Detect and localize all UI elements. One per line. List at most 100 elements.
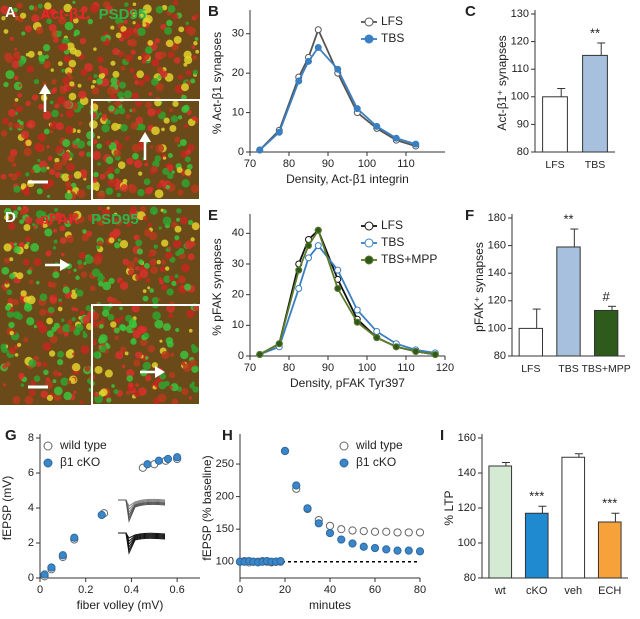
image-dot <box>63 3 72 13</box>
image-dot <box>46 166 50 170</box>
inset-traces <box>118 498 166 555</box>
image-dot <box>37 158 41 162</box>
image-dot <box>13 311 21 319</box>
image-dot <box>8 321 15 329</box>
image-dot <box>36 188 43 195</box>
image-dot <box>65 180 72 187</box>
image-dot <box>166 19 173 27</box>
image-dot <box>97 275 105 283</box>
image-dot <box>32 94 39 101</box>
image-dot <box>4 304 12 311</box>
y-tick-label: 20 <box>232 67 244 79</box>
data-point <box>47 563 56 572</box>
arrow-head <box>155 366 165 378</box>
image-dot <box>181 94 187 101</box>
image-dot <box>51 79 57 85</box>
image-dot <box>155 108 162 115</box>
image-dot <box>33 375 41 382</box>
image-dot <box>160 23 167 30</box>
image-dot <box>62 152 71 161</box>
image-dot <box>70 292 78 300</box>
x-tick-label: wt <box>494 585 506 597</box>
image-dot <box>84 255 94 264</box>
image-dot <box>171 280 177 287</box>
image-dot <box>85 305 92 311</box>
image-dot <box>66 42 75 51</box>
image-dot <box>156 259 161 265</box>
image-dot <box>187 253 195 261</box>
trace <box>118 532 166 555</box>
image-dot <box>44 2 52 10</box>
image-dot <box>180 350 189 360</box>
image-dot <box>149 261 154 266</box>
image-dot <box>14 75 19 81</box>
image-dot <box>192 386 199 393</box>
image-dot <box>131 12 137 18</box>
image-dot <box>108 142 117 151</box>
image-dot <box>50 68 54 72</box>
image-dot <box>93 171 99 178</box>
image-dot <box>181 179 190 188</box>
image-dot <box>66 72 72 78</box>
image-dot <box>84 365 91 372</box>
data-point <box>256 146 264 154</box>
image-dot <box>130 49 136 55</box>
image-dot <box>74 49 82 57</box>
image-dot <box>120 19 124 23</box>
image-dot <box>38 54 46 62</box>
image-dot <box>50 30 59 39</box>
image-dot <box>175 280 180 284</box>
image-dot <box>125 27 134 37</box>
x-tick-label: 0 <box>37 584 43 596</box>
image-dot <box>91 87 100 95</box>
image-dot <box>32 223 36 227</box>
x-tick-label: LFS <box>521 363 540 375</box>
data-point <box>305 254 312 262</box>
image-dot <box>93 74 98 79</box>
image-dot <box>113 389 119 395</box>
image-dot <box>115 32 122 39</box>
image-dot <box>114 99 122 107</box>
image-dot <box>110 77 118 85</box>
image-dot <box>61 173 70 182</box>
image-dot <box>161 239 169 247</box>
image-dot <box>142 23 147 28</box>
data-point <box>292 481 301 490</box>
legend-label: TBS <box>381 235 404 249</box>
image-dot <box>20 290 27 297</box>
arrow-head <box>39 84 51 94</box>
image-dot <box>139 338 148 347</box>
trace <box>118 532 166 546</box>
image-dot <box>147 286 151 290</box>
image-dot <box>165 184 171 190</box>
image-dot <box>172 0 179 6</box>
image-dot <box>95 352 100 357</box>
image-dot <box>76 140 86 149</box>
significance-label: ** <box>590 25 600 40</box>
x-tick-label: 20 <box>279 584 291 596</box>
image-dot <box>77 83 82 88</box>
x-tick-label: 0.4 <box>124 584 139 596</box>
image-dot <box>133 257 139 263</box>
data-point <box>334 285 342 293</box>
panel-letter: E <box>208 207 218 224</box>
image-dot <box>160 259 166 265</box>
image-dot <box>72 352 76 356</box>
image-dot <box>72 0 76 4</box>
y-tick-label: 100 <box>216 556 234 568</box>
image-dot <box>100 73 106 78</box>
image-dot <box>154 38 161 44</box>
image-dot <box>184 168 192 176</box>
image-dot <box>99 323 104 329</box>
y-tick-label: 20 <box>232 289 244 301</box>
x-tick-label: 110 <box>397 158 415 170</box>
image-dot <box>132 21 136 25</box>
image-dot <box>120 324 127 332</box>
image-dot <box>80 271 88 278</box>
data-point <box>404 546 413 555</box>
data-point <box>325 521 335 531</box>
image-dot <box>167 51 175 59</box>
image-dot <box>179 139 187 147</box>
image-dot <box>38 160 48 170</box>
image-dot <box>10 173 18 181</box>
